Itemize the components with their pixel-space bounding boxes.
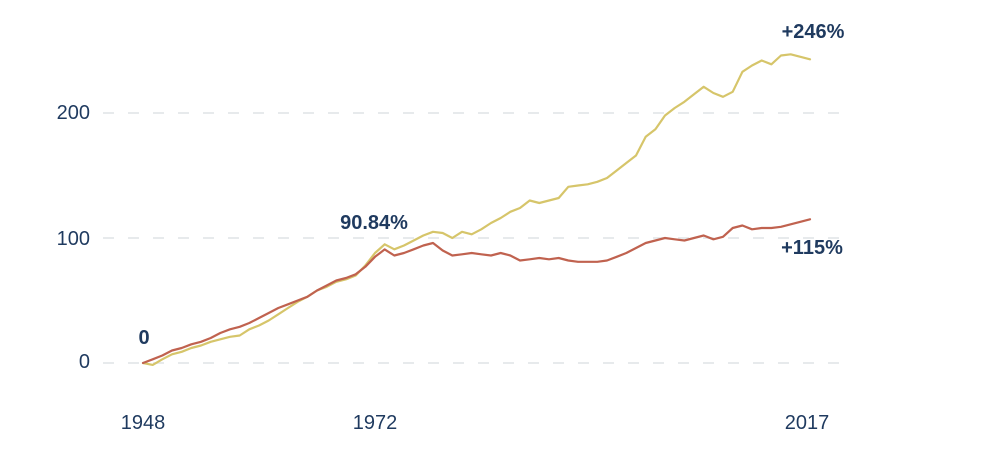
annotation-upper-end-value: +246% [781, 21, 845, 43]
annotation-start-value: 0 [138, 327, 150, 349]
y-axis-tick-0: 0 [78, 351, 90, 373]
series-upper-line [141, 53, 812, 366]
x-axis-tick-1948: 1948 [120, 412, 166, 434]
y-axis-tick-100: 100 [56, 228, 90, 250]
gridlines [103, 112, 853, 364]
x-axis-tick-2017: 2017 [784, 412, 830, 434]
x-axis-tick-1972: 1972 [352, 412, 398, 434]
annotation-mid-value: 90.84% [340, 212, 408, 234]
annotation-lower-end-value: +115% [781, 237, 843, 259]
y-axis-tick-200: 200 [56, 102, 90, 124]
series-lower-line [141, 218, 812, 365]
